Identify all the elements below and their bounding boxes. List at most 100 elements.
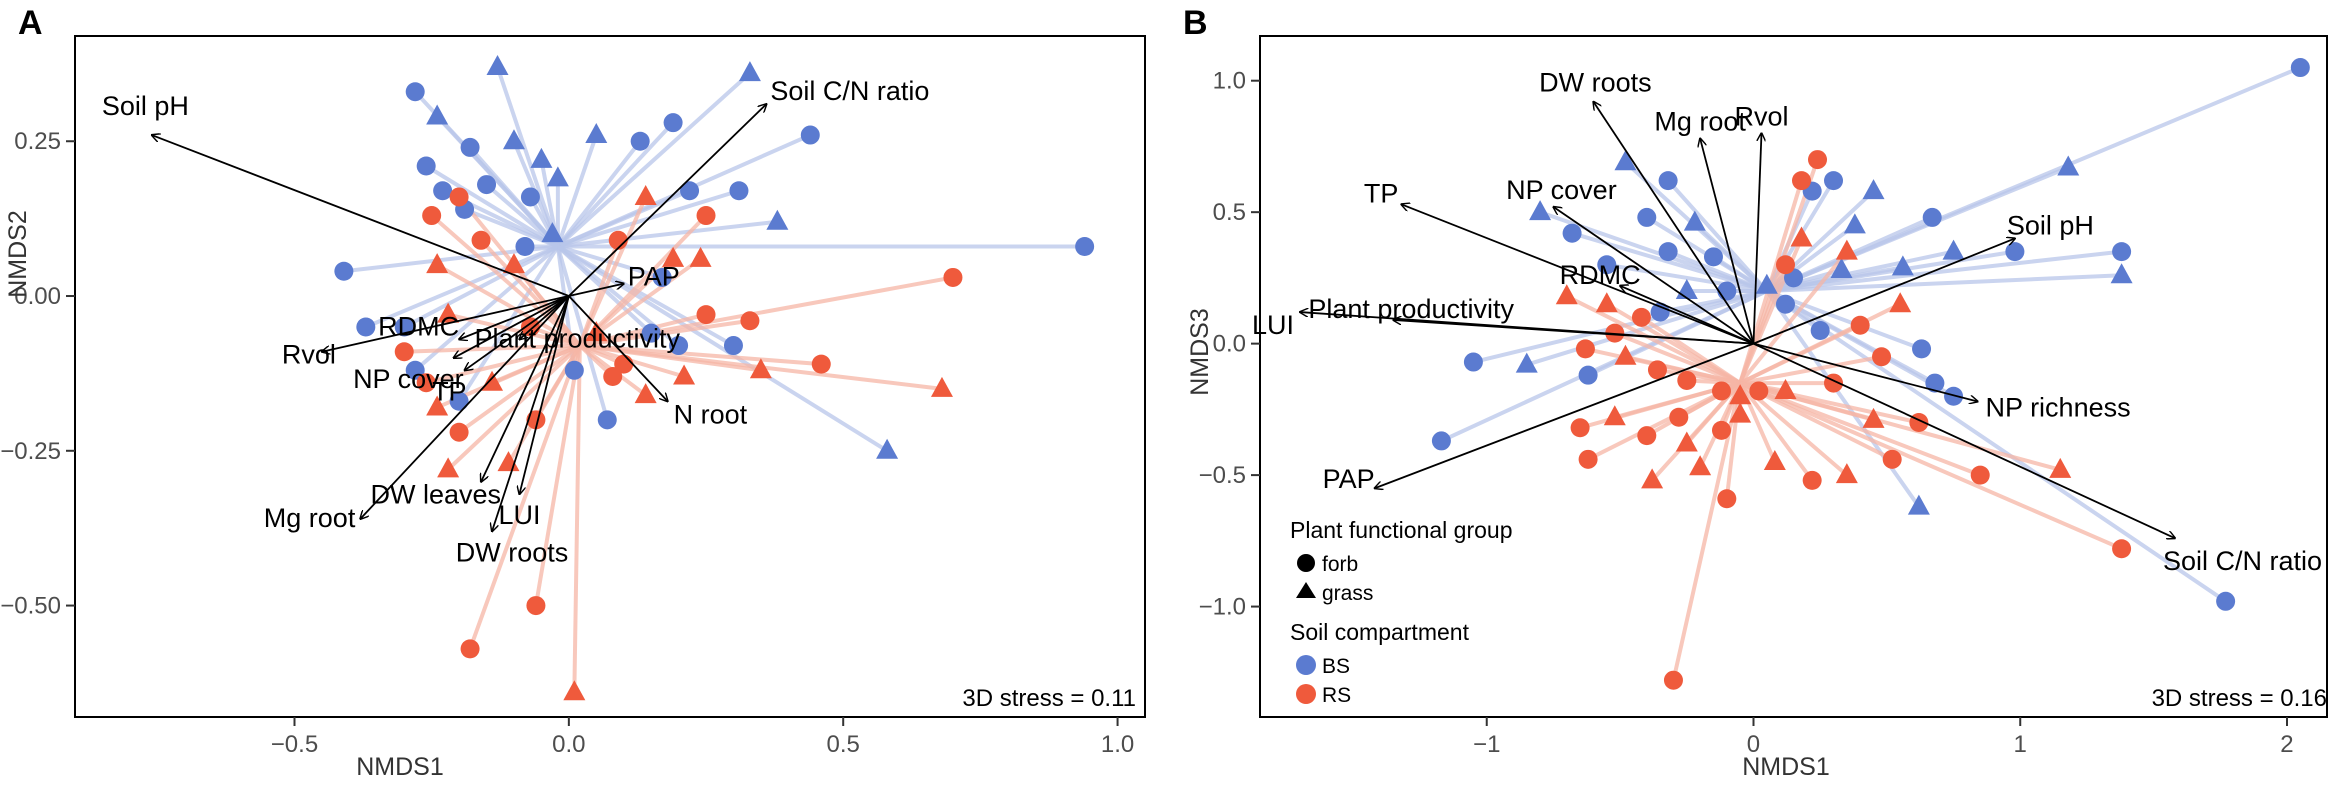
- data-point-bs-forb: [1075, 236, 1095, 256]
- data-point-bs-forb: [1944, 386, 1964, 406]
- spider-line: [404, 343, 580, 354]
- data-point-rs-grass: [1835, 463, 1858, 484]
- spider-line: [577, 196, 648, 347]
- spider-line: [1738, 264, 1788, 384]
- vector-label: DW roots: [456, 537, 569, 567]
- data-point-bs-grass: [2110, 263, 2133, 284]
- data-point-bs-grass: [1515, 352, 1538, 373]
- vector-arrow: [152, 135, 570, 297]
- legend-color-title: Soil compartment: [1290, 619, 1470, 645]
- data-point-bs-forb: [356, 317, 376, 337]
- data-point-rs-forb: [1669, 407, 1689, 427]
- y-tick-label: 0.5: [1213, 199, 1246, 226]
- spider-line: [1666, 179, 1769, 293]
- y-tick-label: −0.50: [0, 593, 61, 620]
- vector-arrow: [1620, 286, 1754, 345]
- vector-label: LUI: [1252, 310, 1294, 340]
- data-point-bs-forb: [1717, 281, 1737, 301]
- data-point-rs-forb: [1775, 255, 1795, 275]
- spider-line: [365, 244, 559, 329]
- spider-line: [1765, 289, 1921, 508]
- data-point-rs-grass: [1595, 292, 1618, 313]
- data-point-rs-forb: [1717, 489, 1737, 509]
- data-point-bs-forb: [1824, 171, 1844, 191]
- vector-label: LUI: [498, 500, 540, 530]
- spider-line: [468, 146, 560, 248]
- spider-line: [446, 344, 582, 471]
- legend-grass-symbol: [1296, 582, 1316, 598]
- data-point-bs-forb: [460, 137, 480, 157]
- data-point-rs-grass: [502, 253, 525, 274]
- x-tick-label: 1: [2014, 731, 2027, 758]
- data-point-bs-forb: [1431, 431, 1451, 451]
- vector-arrow: [465, 295, 570, 370]
- data-point-bs-forb: [1775, 294, 1795, 314]
- spider-line: [572, 345, 582, 693]
- spider-line: [1614, 331, 1741, 385]
- panel-label: B: [1183, 4, 1208, 42]
- vector-arrow: [568, 104, 767, 297]
- spider-line: [1739, 381, 2123, 551]
- data-point-rs-grass: [1614, 344, 1637, 365]
- spider-line: [1565, 294, 1742, 385]
- spider-line: [534, 344, 582, 421]
- data-point-bs-grass: [486, 54, 509, 75]
- data-point-rs-forb: [1575, 339, 1595, 359]
- spider-line: [1667, 249, 1768, 293]
- data-point-rs-grass: [563, 680, 586, 701]
- data-point-bs-grass: [876, 438, 899, 459]
- data-point-rs-grass: [673, 364, 696, 385]
- data-point-bs-grass: [738, 61, 761, 82]
- data-point-bs-forb: [723, 336, 743, 356]
- vector-label: DW leaves: [371, 480, 502, 510]
- vector-label: TP: [432, 376, 467, 406]
- data-point-bs-grass: [546, 166, 569, 187]
- spider-line: [1738, 381, 1814, 482]
- data-point-rs-forb: [460, 639, 480, 659]
- data-point-bs-forb: [449, 391, 469, 411]
- data-point-rs-grass: [749, 358, 772, 379]
- data-point-bs-grass: [1683, 210, 1706, 231]
- vector-arrow: [322, 295, 570, 352]
- y-tick-label: −0.5: [1199, 462, 1246, 489]
- data-point-rs-grass: [1729, 402, 1752, 423]
- data-point-bs-grass: [1830, 258, 1853, 279]
- spider-line: [1765, 289, 2227, 603]
- y-axis-label: NMDS2: [4, 210, 32, 298]
- data-point-rs-forb: [526, 410, 546, 430]
- data-point-bs-forb: [1637, 207, 1657, 227]
- spider-line: [457, 343, 581, 434]
- spider-line: [1766, 249, 2122, 294]
- data-point-bs-forb: [433, 181, 453, 201]
- vector-arrow: [1753, 238, 2014, 345]
- data-point-rs-forb: [740, 311, 760, 331]
- data-point-rs-grass: [1641, 468, 1664, 489]
- legend: Plant functional group forb grass Soil c…: [1290, 517, 1513, 707]
- vector-arrow: [1753, 342, 2174, 539]
- data-point-rs-forb: [471, 230, 491, 250]
- vector-arrow: [1375, 342, 1754, 489]
- vector-label: Mg root: [1654, 107, 1746, 137]
- spider-line: [1606, 262, 1768, 294]
- panel-a: A −0.5 0.0 0.5 1.0 −0.50 −0.25 0.00 0.25 Soil pH…: [0, 4, 1146, 781]
- spider-line: [436, 263, 581, 348]
- vector-label: Mg root: [264, 503, 356, 533]
- vector-arrow: [568, 295, 668, 401]
- data-point-rs-forb: [943, 267, 963, 287]
- data-point-rs-forb: [811, 354, 831, 374]
- x-tick-label: 1.0: [1101, 731, 1134, 758]
- data-point-rs-grass: [426, 395, 449, 416]
- vector-arrow: [492, 295, 570, 531]
- data-point-bs-forb: [1810, 320, 1830, 340]
- spider-line: [578, 214, 708, 347]
- data-point-bs-forb: [416, 156, 436, 176]
- data-point-bs-forb: [630, 131, 650, 151]
- data-point-rs-grass: [1603, 405, 1626, 426]
- data-point-rs-grass: [634, 383, 657, 404]
- data-point-rs-forb: [526, 596, 546, 616]
- y-tick-label: 0.25: [14, 128, 61, 155]
- data-point-rs-grass: [437, 457, 460, 478]
- data-point-rs-grass: [1889, 292, 1912, 313]
- data-point-rs-grass: [2049, 457, 2072, 478]
- vector-arrow: [360, 295, 570, 519]
